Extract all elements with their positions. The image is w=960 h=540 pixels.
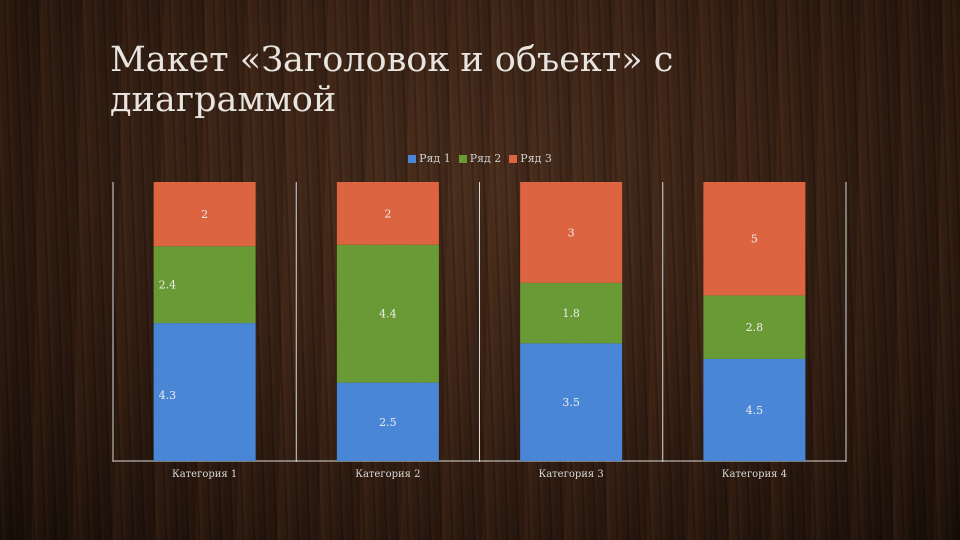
bar-3-series-2: [520, 282, 623, 344]
data-label-1-series-2: 2.4: [159, 279, 177, 292]
legend-item-series-2: Ряд 2: [458, 152, 502, 165]
bar-4-series-1: [703, 358, 806, 461]
legend-swatch-series-3: [509, 154, 518, 163]
data-label-2-series-3: 2: [384, 207, 391, 220]
bar-3-series-1: [520, 343, 623, 461]
data-label-1-series-3: 2: [201, 208, 208, 221]
data-label-3-series-1: 3.5: [562, 396, 580, 409]
category-label-4: Категория 4: [722, 469, 787, 480]
legend-swatch-series-2: [458, 154, 467, 163]
legend-item-series-1: Ряд 1: [408, 152, 451, 165]
data-label-3-series-3: 3: [568, 226, 575, 239]
legend-swatch-series-1: [408, 154, 417, 163]
bar-1-series-1: [153, 323, 256, 461]
data-label-2-series-1: 2.5: [379, 416, 397, 429]
legend-label-series-2: Ряд 2: [469, 152, 502, 165]
slide-title: Макет «Заголовок и объект» с диаграммой: [110, 40, 674, 120]
bar-1-series-2: [153, 246, 256, 324]
category-label-1: Категория 1: [172, 469, 237, 480]
category-label-2: Категория 2: [355, 469, 420, 480]
bar-1-series-3: [153, 182, 256, 247]
category-label-3: Категория 3: [538, 469, 603, 480]
bar-4-series-2: [703, 295, 806, 359]
legend-label-series-3: Ряд 3: [520, 152, 552, 165]
data-label-2-series-2: 4.4: [379, 308, 397, 321]
bar-2-series-3: [336, 182, 439, 245]
legend-item-series-3: Ряд 3: [509, 152, 552, 165]
bar-4-series-3: [703, 182, 806, 296]
bar-2-series-2: [336, 244, 439, 383]
data-label-3-series-2: 1.8: [562, 307, 580, 320]
data-label-4-series-3: 5: [751, 233, 758, 246]
bar-2-series-1: [336, 382, 439, 461]
chart-legend: Ряд 1 Ряд 2 Ряд 3: [0, 152, 960, 165]
bar-3-series-3: [520, 182, 623, 283]
data-label-4-series-1: 4.5: [746, 404, 764, 417]
legend-label-series-1: Ряд 1: [419, 152, 451, 165]
data-label-1-series-1: 4.3: [159, 389, 177, 402]
data-label-4-series-2: 2.8: [746, 321, 764, 334]
